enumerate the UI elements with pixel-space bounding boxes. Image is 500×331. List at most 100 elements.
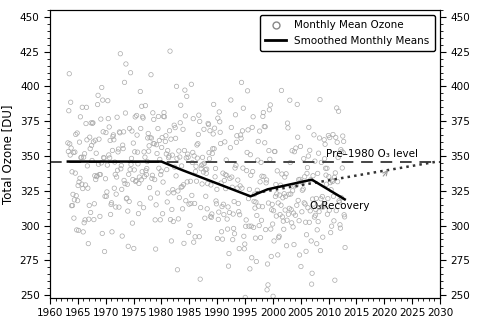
Point [336, 200, 344, 205]
Point [175, 148, 183, 154]
Point [266, 102, 274, 108]
Point [138, 104, 145, 109]
Point [319, 234, 327, 240]
Point [234, 209, 242, 214]
Point [188, 82, 196, 87]
Point [272, 194, 280, 199]
Point [306, 208, 314, 213]
Point [300, 200, 308, 206]
Point [304, 205, 312, 211]
Point [98, 160, 106, 166]
Point [246, 266, 254, 271]
Point [204, 181, 212, 186]
Point [234, 177, 242, 183]
Point [186, 179, 194, 184]
Point [119, 146, 127, 151]
Point [312, 213, 320, 218]
Point [200, 169, 207, 175]
Point [314, 151, 322, 156]
Point [258, 173, 266, 179]
Point [284, 120, 292, 126]
Point [316, 135, 324, 141]
Point [110, 132, 118, 137]
Point [178, 184, 186, 189]
Point [338, 133, 346, 139]
Point [70, 150, 78, 155]
Point [94, 93, 102, 98]
Point [288, 188, 296, 193]
Point [182, 155, 190, 161]
Point [75, 179, 83, 185]
Point [140, 149, 148, 155]
Point [66, 71, 74, 76]
Point [280, 174, 288, 180]
Point [102, 130, 110, 135]
Point [82, 182, 90, 188]
Point [190, 201, 198, 206]
Point [141, 155, 149, 160]
Point [237, 136, 245, 141]
Point [196, 205, 204, 210]
Point [157, 168, 165, 174]
Point [268, 221, 276, 227]
Point [219, 170, 227, 176]
Point [83, 137, 91, 142]
Point [99, 129, 107, 134]
Point [137, 177, 145, 182]
Point [144, 131, 152, 136]
Point [102, 176, 110, 181]
Point [262, 177, 270, 183]
Point [106, 138, 114, 143]
Point [242, 217, 250, 222]
Point [64, 149, 72, 154]
Point [162, 139, 170, 144]
Point [168, 153, 176, 158]
Point [324, 212, 332, 217]
Point [80, 155, 88, 160]
Point [238, 128, 246, 133]
Point [122, 196, 130, 202]
Point [191, 234, 199, 239]
Point [336, 225, 344, 231]
Point [178, 163, 186, 168]
Text: O₃Recovery: O₃Recovery [309, 201, 370, 211]
Point [218, 204, 226, 209]
Point [286, 160, 294, 165]
Point [73, 130, 81, 136]
Point [224, 263, 232, 269]
Point [96, 172, 104, 177]
Point [147, 72, 155, 77]
Point [238, 186, 246, 191]
Point [78, 181, 86, 187]
Point [232, 112, 239, 118]
Point [217, 180, 225, 186]
Point [278, 214, 286, 219]
Point [144, 135, 152, 141]
Point [298, 179, 306, 184]
Point [78, 155, 86, 160]
Point [185, 202, 193, 207]
Point [135, 181, 143, 186]
Point [312, 241, 320, 246]
Point [222, 173, 230, 178]
Point [270, 208, 278, 213]
Point [156, 217, 164, 222]
Point [134, 150, 141, 155]
Point [242, 224, 250, 229]
Point [254, 139, 262, 144]
Point [313, 227, 321, 232]
Point [74, 183, 82, 188]
Point [108, 200, 116, 206]
Point [72, 132, 80, 137]
Point [166, 49, 174, 54]
Point [259, 114, 267, 119]
Point [188, 193, 196, 198]
Point [116, 129, 124, 135]
Point [328, 177, 336, 183]
Point [284, 125, 292, 130]
Point [243, 150, 251, 155]
Point [214, 236, 222, 241]
Point [81, 217, 89, 222]
Point [166, 128, 173, 133]
Point [87, 120, 95, 125]
